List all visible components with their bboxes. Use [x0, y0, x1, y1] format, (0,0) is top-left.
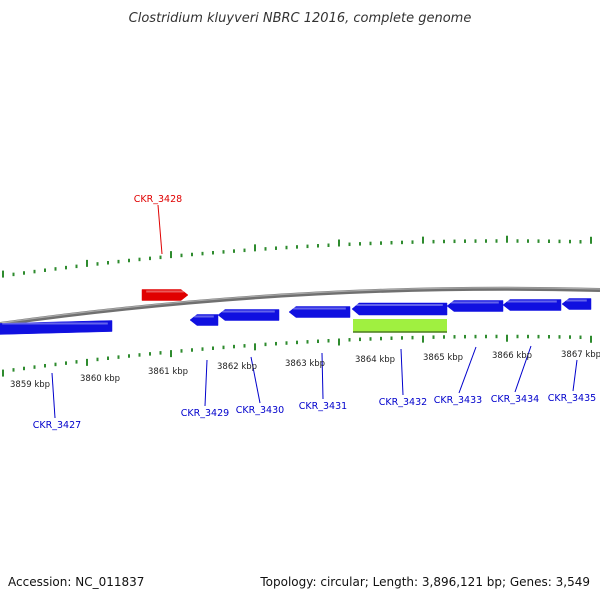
kbp-tick-label: 3860 kbp	[80, 374, 120, 384]
kbp-tick-label: 3865 kbp	[423, 353, 463, 363]
gene-leader-line	[572, 359, 578, 392]
kbp-tick-label: 3862 kbp	[217, 362, 257, 372]
gene-leader-line	[458, 346, 477, 394]
gene-arrow-ckr_3429	[189, 314, 219, 326]
outer-tick-ring	[2, 235, 592, 278]
gene-leader-line	[514, 345, 532, 393]
gene-arrow-ckr_3435	[561, 298, 592, 310]
genome-summary-text: Topology: circular; Length: 3,896,121 bp…	[259, 575, 590, 589]
gene-label-ckr_3429[interactable]: CKR_3429	[181, 408, 229, 419]
highlight-gene-box	[353, 319, 447, 332]
gene-arrow-ckr_3428	[141, 289, 189, 301]
kbp-tick-label: 3864 kbp	[355, 355, 395, 365]
gene-arrow-ckr_3431	[288, 306, 351, 318]
kbp-tick-label: 3859 kbp	[10, 380, 50, 390]
genome-backbone	[0, 286, 600, 326]
gene-leader-line	[157, 204, 163, 255]
gene-leader-line	[321, 352, 324, 400]
gene-callouts: CKR_3427 CKR_3428 CKR_3429 CKR_3430 CKR_3431…	[33, 194, 596, 431]
gene-label-ckr_3433[interactable]: CKR_3433	[434, 395, 482, 406]
kbp-tick-label: 3867 kbp	[561, 350, 600, 360]
inner-tick-ring	[2, 334, 592, 377]
map-title: Clostridium kluyveri NBRC 12016, complet…	[129, 11, 472, 26]
gene-leader-line	[400, 348, 404, 396]
gene-label-ckr_3435[interactable]: CKR_3435	[548, 393, 596, 404]
gene-leader-line	[204, 359, 208, 407]
gene-arrow-ckr_3430	[217, 309, 280, 321]
kbp-tick-label: 3863 kbp	[285, 359, 325, 369]
genome-backbone-highlight	[0, 287, 600, 324]
kbp-tick-label: 3861 kbp	[148, 367, 188, 377]
gene-label-ckr_3434[interactable]: CKR_3434	[491, 394, 539, 405]
gene-label-ckr_3430[interactable]: CKR_3430	[236, 405, 284, 416]
kbp-tick-label: 3866 kbp	[492, 351, 532, 361]
gene-arrow-ckr_3434	[502, 299, 562, 311]
gene-label-ckr_3428[interactable]: CKR_3428	[134, 194, 182, 205]
gene-arrow-ckr_3432	[351, 302, 448, 316]
gene-label-ckr_3427[interactable]: CKR_3427	[33, 420, 81, 431]
gene-label-ckr_3432[interactable]: CKR_3432	[379, 397, 427, 408]
gene-arrow-ckr_3427	[0, 320, 113, 335]
tick-labels: 3859 kbp 3860 kbp 3861 kbp 3862 kbp 3863 kbp…	[10, 350, 600, 390]
gene-label-ckr_3431[interactable]: CKR_3431	[299, 401, 347, 412]
gene-leader-line	[250, 356, 261, 404]
gene-leader-line	[51, 372, 56, 419]
gene-track	[0, 289, 592, 335]
gene-arrow-ckr_3433	[446, 300, 504, 312]
accession-text: Accession: NC_011837	[8, 575, 144, 589]
